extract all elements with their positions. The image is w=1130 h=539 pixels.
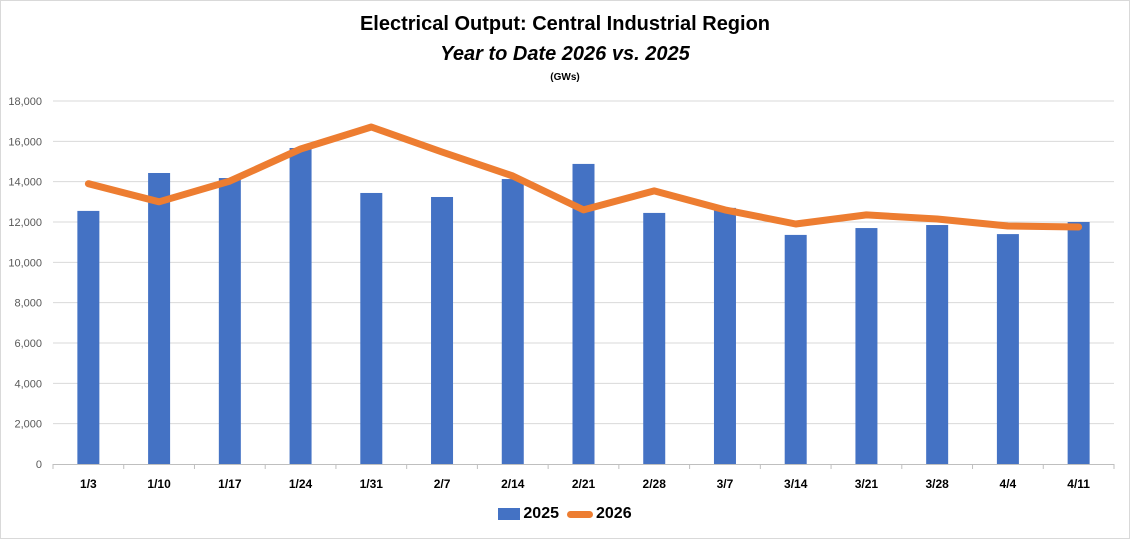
bar-2025 [77, 210, 100, 464]
x-axis [52, 464, 1115, 469]
bar-2025 [431, 196, 454, 464]
y-tick-label: 12,000 [8, 217, 42, 229]
x-tick-label: 3/28 [925, 477, 949, 491]
x-axis-ticks: 1/3 1/10 1/17 1/24 1/31 2/7 2/14 2/21 2/28 3/7 3/1… [80, 477, 1090, 491]
y-tick-label: 16,000 [8, 136, 42, 148]
chart-unit-label: (GWs) [550, 72, 580, 83]
legend-label: 2025 [523, 505, 559, 522]
y-tick-label: 4,000 [14, 378, 42, 390]
legend-label: 2026 [596, 505, 632, 522]
bar-2025 [501, 179, 524, 465]
bar-2025 [148, 172, 171, 464]
x-tick-label: 2/14 [501, 477, 525, 491]
bar-2025 [713, 207, 736, 464]
line-2026 [84, 123, 1083, 231]
legend-item-2026: 2026 [567, 505, 632, 523]
bar-2025 [218, 178, 241, 464]
bar-2025 [926, 225, 949, 464]
x-tick-label: 2/21 [572, 477, 596, 491]
x-tick-label: 1/31 [360, 477, 384, 491]
bar-2025 [784, 234, 807, 464]
chart-subtitle: Year to Date 2026 vs. 2025 [440, 43, 690, 65]
y-tick-label: 8,000 [14, 298, 42, 310]
x-tick-label: 2/28 [643, 477, 667, 491]
legend-item-2025: 2025 [498, 505, 559, 523]
bar-2025 [996, 234, 1019, 464]
x-tick-label: 2/7 [434, 477, 451, 491]
y-tick-label: 18,000 [8, 96, 42, 108]
bar-2025 [360, 192, 383, 464]
y-axis-ticks: 0 2,000 4,000 6,000 8,000 10,000 12,000 14,000 1… [8, 96, 42, 471]
y-tick-label: 10,000 [8, 257, 42, 269]
x-tick-label: 1/24 [289, 477, 313, 491]
x-tick-label: 3/7 [717, 477, 734, 491]
bar-2025 [855, 228, 878, 464]
bar-2025 [572, 163, 595, 465]
y-tick-label: 0 [36, 459, 42, 471]
bar-2025 [1067, 222, 1090, 464]
x-tick-label: 4/4 [1000, 477, 1017, 491]
y-tick-label: 6,000 [14, 338, 42, 350]
x-tick-label: 3/14 [784, 477, 808, 491]
bar-2025 [289, 147, 312, 464]
legend-swatch-line [567, 510, 593, 518]
bars-2025 [77, 147, 1090, 465]
chart-title: Electrical Output: Central Industrial Re… [359, 13, 771, 35]
x-tick-label: 4/11 [1067, 477, 1090, 491]
x-tick-label: 3/21 [855, 477, 879, 491]
bar-2025 [643, 212, 666, 464]
legend: 2025 2026 [0, 505, 1130, 523]
y-tick-label: 2,000 [14, 419, 42, 431]
x-tick-label: 1/10 [147, 477, 171, 491]
legend-swatch-bar [498, 508, 521, 520]
x-tick-label: 1/3 [80, 477, 97, 491]
y-tick-label: 14,000 [8, 177, 42, 189]
x-tick-label: 1/17 [218, 477, 242, 491]
